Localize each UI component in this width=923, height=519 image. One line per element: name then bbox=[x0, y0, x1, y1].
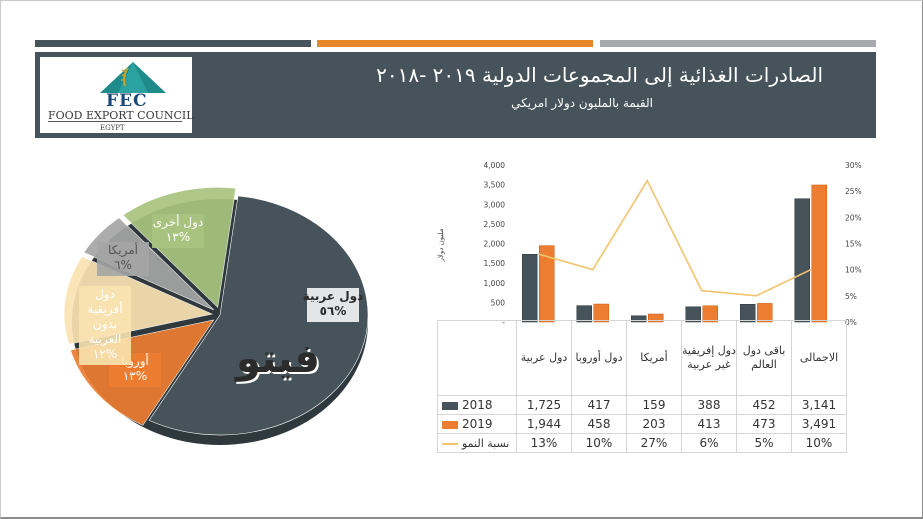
table-cell: 13% bbox=[516, 433, 572, 453]
pyramid-logo-icon bbox=[100, 62, 166, 93]
legend-2019: 2019 bbox=[437, 414, 517, 434]
category-header: دول أوروبا bbox=[571, 320, 627, 396]
watermark-logo: فيتو bbox=[236, 336, 320, 382]
table-cell: 458 bbox=[571, 414, 627, 434]
y-tick-label: 3,000 bbox=[484, 200, 506, 209]
y2-tick-label: 25% bbox=[845, 187, 862, 196]
logo-name: FOOD EXPORT COUNCIL bbox=[48, 109, 194, 122]
pie-slice bbox=[148, 195, 369, 436]
y2-tick-label: 0% bbox=[845, 318, 857, 327]
table-row-2018: 2018 1,725 417 159 388 452 3,141 bbox=[437, 395, 847, 415]
pie-label: أفريقية bbox=[87, 301, 122, 317]
pie-label: %٦ bbox=[114, 258, 132, 272]
table-cell: 452 bbox=[736, 395, 792, 415]
category-header: الاجمالى bbox=[791, 320, 847, 396]
y2-tick-label: 20% bbox=[845, 213, 862, 222]
accent-strip-right bbox=[600, 40, 876, 47]
table-cell: 1,725 bbox=[516, 395, 572, 415]
legend-swatch-2019 bbox=[442, 420, 458, 429]
table-cell: 203 bbox=[626, 414, 682, 434]
table-cell: 10% bbox=[571, 433, 627, 453]
logo-country: EGYPT bbox=[100, 124, 125, 132]
pie-label: %١٢ bbox=[93, 347, 117, 361]
pie-label: العربية bbox=[89, 332, 122, 347]
data-table: دول عربية دول أوروبا أمريكا دول إفريقية … bbox=[437, 320, 847, 453]
table-cell: 417 bbox=[571, 395, 627, 415]
bar-2019 bbox=[811, 184, 827, 323]
category-header: دول إفريقية غير عربية bbox=[681, 320, 737, 396]
y2-tick-label: 5% bbox=[845, 292, 857, 301]
page-title: الصادرات الغذائية إلى المجموعات الدولية … bbox=[376, 63, 823, 87]
table-cell: 27% bbox=[626, 433, 682, 453]
table-row-growth: نسبة النمو 13% 10% 27% 6% 5% 10% bbox=[437, 433, 847, 453]
pie-label-box bbox=[152, 214, 204, 248]
legend-growth: نسبة النمو bbox=[437, 433, 517, 453]
y2-tick-label: 15% bbox=[845, 240, 862, 249]
category-header: دول عربية bbox=[516, 320, 572, 396]
category-header: باقى دول العالم bbox=[736, 320, 792, 396]
pie-label: دول أخرى bbox=[153, 214, 203, 230]
table-cell: 6% bbox=[681, 433, 737, 453]
logo-abbreviation: FEC bbox=[106, 91, 148, 111]
bar-2018 bbox=[522, 254, 538, 323]
y-axis-label: مليون دولار bbox=[437, 228, 445, 262]
legend-swatch-2018 bbox=[442, 401, 458, 410]
legend-2018: 2018 bbox=[437, 395, 517, 415]
legend-label: 2018 bbox=[462, 398, 493, 412]
y2-tick-label: 30% bbox=[845, 161, 862, 170]
y-tick-label: 500 bbox=[491, 298, 506, 307]
pie-label: أمريكا bbox=[108, 242, 138, 258]
pie-label: دول bbox=[95, 287, 115, 302]
accent-strip-middle bbox=[317, 40, 593, 47]
y-tick-label: 2,500 bbox=[484, 220, 506, 229]
pie-label: دول عربية bbox=[303, 289, 364, 304]
y-tick-label: 2,000 bbox=[484, 240, 506, 249]
table-header-row: دول عربية دول أوروبا أمريكا دول إفريقية … bbox=[437, 320, 847, 396]
table-cell: 3,491 bbox=[791, 414, 847, 434]
legend-swatch-growth bbox=[442, 442, 458, 445]
pie-label: %٥٦ bbox=[320, 304, 347, 318]
pie-label: %١٣ bbox=[123, 369, 147, 383]
table-cell: 10% bbox=[791, 433, 847, 453]
logo-divider bbox=[48, 121, 182, 122]
fec-logo: FEC FOOD EXPORT COUNCIL EGYPT bbox=[40, 57, 194, 133]
accent-strip-left bbox=[35, 40, 311, 47]
pie-label: بدون bbox=[93, 317, 117, 332]
table-cell: 1,944 bbox=[516, 414, 572, 434]
legend-label: نسبة النمو bbox=[462, 437, 510, 450]
table-cell: 159 bbox=[626, 395, 682, 415]
y2-tick-label: 10% bbox=[845, 266, 862, 275]
table-cell: 473 bbox=[736, 414, 792, 434]
growth-line bbox=[538, 179, 812, 297]
y-tick-label: 1,000 bbox=[484, 279, 506, 288]
page-subtitle: القيمة بالمليون دولار امريكي bbox=[511, 96, 653, 110]
y-tick-label: 1,500 bbox=[484, 259, 506, 268]
category-header: أمريكا bbox=[626, 320, 682, 396]
bar-2018 bbox=[794, 198, 810, 323]
table-corner bbox=[437, 320, 517, 396]
table-cell: 413 bbox=[681, 414, 737, 434]
table-cell: 3,141 bbox=[791, 395, 847, 415]
pie-label: %١٣ bbox=[166, 230, 190, 244]
y-tick-label: 4,000 bbox=[484, 161, 506, 170]
legend-label: 2019 bbox=[462, 417, 493, 431]
table-cell: 388 bbox=[681, 395, 737, 415]
table-row-2019: 2019 1,944 458 203 413 473 3,491 bbox=[437, 414, 847, 434]
pie-label-box bbox=[79, 286, 131, 365]
y-tick-label: 3,500 bbox=[484, 181, 506, 190]
table-cell: 5% bbox=[736, 433, 792, 453]
pie-label-box bbox=[307, 288, 359, 322]
pie-label-box bbox=[97, 242, 149, 276]
